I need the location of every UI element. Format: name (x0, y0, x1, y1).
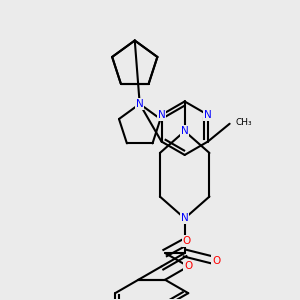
Text: N: N (136, 99, 144, 109)
Text: N: N (181, 213, 189, 224)
Text: CH₃: CH₃ (236, 118, 252, 127)
Text: N: N (181, 126, 189, 136)
Text: N: N (158, 110, 165, 120)
Text: O: O (184, 261, 192, 272)
Text: O: O (183, 236, 191, 246)
Text: N: N (204, 110, 212, 120)
Text: O: O (212, 256, 220, 266)
